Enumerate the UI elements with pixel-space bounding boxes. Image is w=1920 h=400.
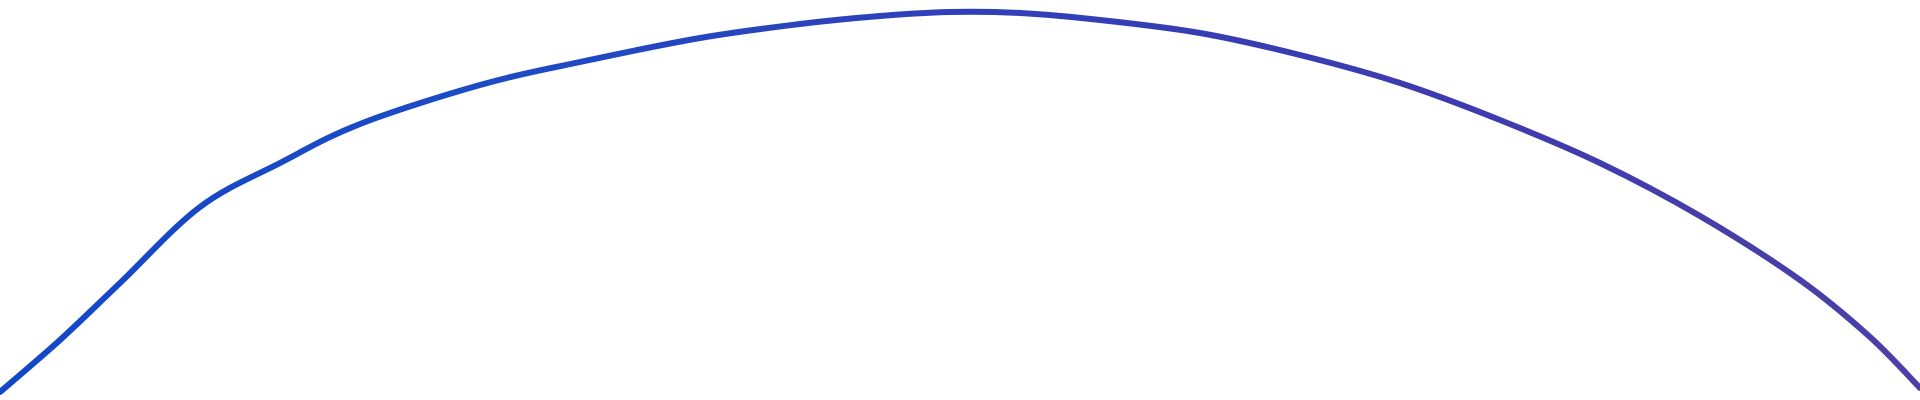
arc-curve <box>0 8 1920 395</box>
